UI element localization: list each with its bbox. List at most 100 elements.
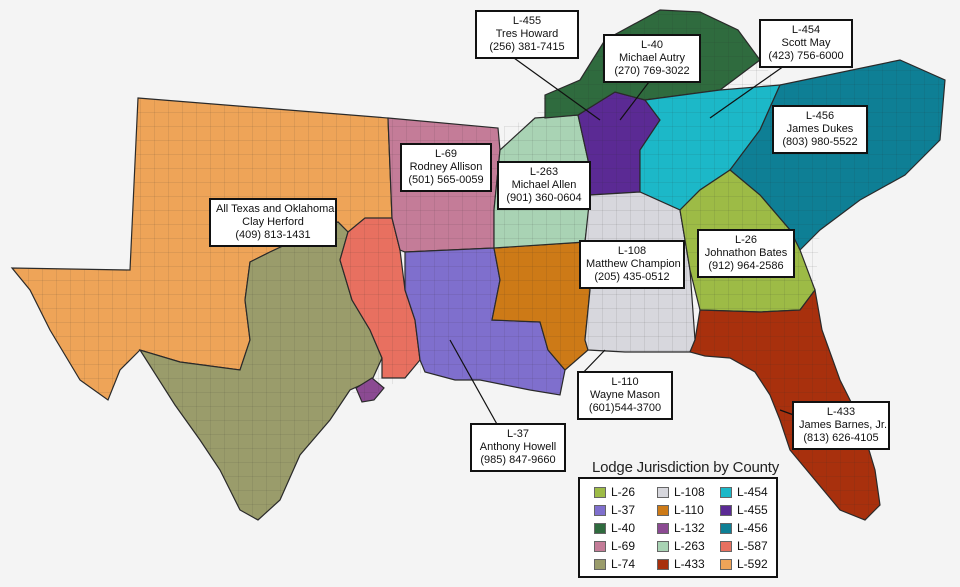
callout-phone: (205) 435-0512	[594, 271, 670, 283]
callout-contact: Wayne Mason	[590, 389, 660, 401]
legend-swatch	[720, 504, 732, 516]
legend-label: L-454	[737, 485, 768, 499]
callout-contact: Scott May	[781, 37, 831, 49]
callout-phone: (985) 847-9660	[480, 454, 556, 466]
callout-phone: (270) 769-3022	[614, 65, 690, 77]
legend-label: L-592	[737, 557, 768, 571]
legend-swatch	[657, 522, 669, 534]
legend-item: L-433	[657, 556, 705, 572]
callout-contact: Matthew Champion	[586, 258, 681, 270]
legend-item: L-456	[720, 520, 768, 536]
callout-phone: (256) 381-7415	[489, 41, 565, 53]
callout-lodge: L-433	[826, 406, 856, 418]
legend-item: L-74	[594, 556, 635, 572]
legend-item: L-132	[657, 520, 705, 536]
legend-label: L-40	[611, 521, 636, 535]
callout-lodge: L-454	[791, 24, 821, 36]
legend-title: Lodge Jurisdiction by County	[592, 459, 780, 476]
legend-label: L-456	[737, 521, 768, 535]
legend-label: L-74	[611, 557, 636, 571]
legend-item: L-110	[657, 502, 704, 518]
callout-lodge: L-108	[617, 245, 647, 257]
callout-contact: Anthony Howell	[479, 441, 557, 453]
county-grid-overlay	[12, 10, 945, 520]
callout-contact: James Dukes	[786, 123, 854, 135]
legend-swatch	[720, 486, 732, 498]
callout-lodge: L-263	[529, 166, 559, 178]
legend-swatch	[594, 504, 606, 516]
callout-lodge: All Texas and Oklahoma	[216, 203, 335, 215]
callout-lodge: L-37	[506, 428, 530, 440]
legend-label: L-132	[674, 521, 705, 535]
legend: L-26 L-37 L-40 L-69 L-74 L-108 L-110 L-1…	[578, 477, 778, 578]
callout-l-456: L-456 James Dukes (803) 980-5522	[772, 105, 868, 154]
leader-l-455	[513, 57, 601, 121]
legend-item: L-108	[657, 484, 705, 500]
legend-item: L-26	[594, 484, 635, 500]
legend-label: L-110	[674, 503, 704, 517]
legend-swatch	[594, 558, 606, 570]
callout-contact: Michael Allen	[511, 179, 577, 191]
legend-item: L-455	[720, 502, 768, 518]
leader-l-454	[709, 65, 785, 119]
legend-swatch	[657, 558, 669, 570]
callout-l-26: L-26 Johnathon Bates (912) 964-2586	[697, 229, 795, 278]
callout-l-69: L-69 Rodney Allison (501) 565-0059	[400, 143, 492, 192]
callout-l-455: L-455 Tres Howard (256) 381-7415	[475, 10, 579, 59]
callout-contact: Johnathon Bates	[704, 247, 788, 259]
callout-lodge: L-40	[640, 39, 664, 51]
legend-item: L-69	[594, 538, 635, 554]
callout-contact: Michael Autry	[618, 52, 686, 64]
callout-phone: (423) 756-6000	[768, 50, 844, 62]
callout-phone: (601)544-3700	[588, 402, 662, 414]
legend-swatch	[720, 540, 732, 552]
legend-item: L-37	[594, 502, 635, 518]
callout-l-433: L-433 James Barnes, Jr. (813) 626-4105	[792, 401, 890, 450]
callout-l-108: L-108 Matthew Champion (205) 435-0512	[579, 240, 685, 289]
legend-swatch	[657, 486, 669, 498]
callout-texas-oklahoma: All Texas and Oklahoma Clay Herford (409…	[209, 198, 337, 247]
legend-label: L-587	[737, 539, 768, 553]
legend-item: L-40	[594, 520, 635, 536]
legend-swatch	[657, 504, 669, 516]
callout-lodge: L-26	[734, 234, 758, 246]
callout-contact: James Barnes, Jr.	[799, 419, 888, 431]
legend-label: L-263	[674, 539, 705, 553]
callout-phone: (409) 813-1431	[235, 229, 311, 241]
legend-label: L-108	[674, 485, 705, 499]
legend-swatch	[720, 558, 732, 570]
callout-phone: (901) 360-0604	[506, 192, 582, 204]
callout-lodge: L-110	[611, 376, 639, 388]
callout-contact: Clay Herford	[242, 216, 304, 228]
legend-item: L-587	[720, 538, 768, 554]
legend-label: L-37	[611, 503, 636, 517]
legend-swatch	[594, 486, 606, 498]
callout-phone: (912) 964-2586	[708, 260, 784, 272]
legend-swatch	[594, 540, 606, 552]
legend-label: L-433	[674, 557, 705, 571]
callout-phone: (501) 565-0059	[408, 174, 484, 186]
callout-phone: (813) 626-4105	[803, 432, 879, 444]
leader-l-37	[449, 339, 499, 427]
leader-l-40	[619, 77, 653, 121]
callout-lodge: L-69	[434, 148, 458, 160]
callout-phone: (803) 980-5522	[782, 136, 858, 148]
legend-label: L-26	[611, 485, 636, 499]
callout-l-40: L-40 Michael Autry (270) 769-3022	[603, 34, 701, 83]
legend-label: L-455	[737, 503, 768, 517]
legend-swatch	[594, 522, 606, 534]
legend-item: L-592	[720, 556, 768, 572]
legend-label: L-69	[611, 539, 636, 553]
legend-item: L-454	[720, 484, 768, 500]
callout-l-454: L-454 Scott May (423) 756-6000	[759, 19, 853, 68]
legend-item: L-263	[657, 538, 705, 554]
legend-swatch	[657, 540, 669, 552]
callout-l-110: L-110 Wayne Mason (601)544-3700	[577, 371, 673, 420]
legend-swatch	[720, 522, 732, 534]
callout-contact: Rodney Allison	[409, 161, 483, 173]
callout-l-37: L-37 Anthony Howell (985) 847-9660	[470, 423, 566, 472]
callout-contact: Tres Howard	[495, 28, 559, 40]
callout-lodge: L-455	[512, 15, 542, 27]
